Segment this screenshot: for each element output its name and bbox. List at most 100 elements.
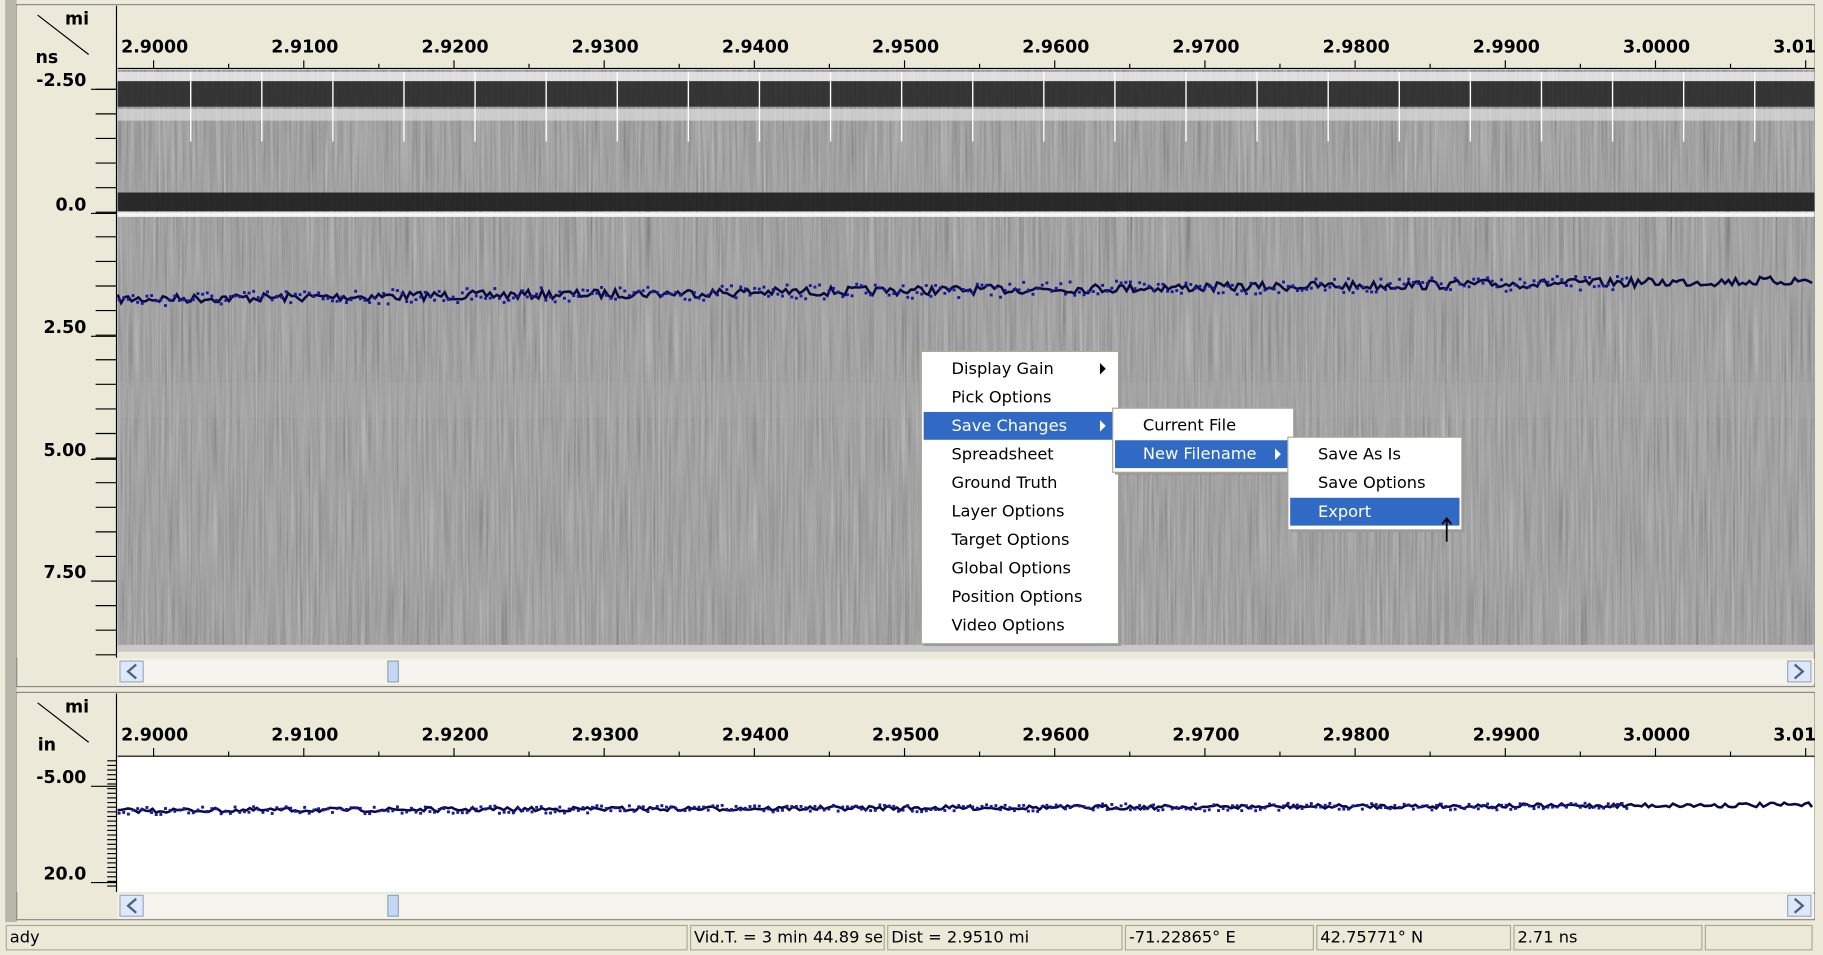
menu-item[interactable]: Save Options <box>1318 473 1426 492</box>
pick-dot <box>173 810 176 813</box>
pick-dot <box>1013 809 1016 812</box>
pick-dot <box>331 811 334 814</box>
menu-item[interactable]: Export <box>1318 502 1371 521</box>
pick-dot <box>586 289 589 292</box>
pick-dot <box>911 297 914 300</box>
pick-dot <box>1519 802 1522 805</box>
pick-dot <box>1537 282 1540 285</box>
menu-item[interactable]: Current File <box>1143 416 1236 435</box>
pick-dot <box>1384 288 1387 291</box>
pick-dot <box>679 294 682 297</box>
pick-dot <box>405 300 408 303</box>
pick-dot <box>582 289 585 292</box>
menu-item[interactable]: Target Options <box>951 530 1070 549</box>
pick-dot <box>447 297 450 300</box>
menu-item[interactable]: Save As Is <box>1318 445 1401 464</box>
menu-item[interactable]: Pick Options <box>952 387 1052 406</box>
pick-dot <box>1570 284 1573 287</box>
pick-dot <box>415 811 418 814</box>
pick-dot <box>837 810 840 813</box>
pick-dot <box>419 296 422 299</box>
pick-dot <box>424 806 427 809</box>
pick-dot <box>1217 292 1220 295</box>
menu-item[interactable]: New Filename <box>1143 444 1257 463</box>
pick-dot <box>651 807 654 810</box>
pick-dot <box>1268 286 1271 289</box>
pick-dot <box>1226 285 1229 288</box>
pick-dot <box>841 295 844 298</box>
pick-dot <box>1328 802 1331 805</box>
pick-dot <box>1231 804 1234 807</box>
scroll-thumb[interactable] <box>388 895 398 916</box>
pick-dot <box>1134 287 1137 290</box>
pick-dot <box>1393 804 1396 807</box>
pick-dot <box>725 808 728 811</box>
menu-item[interactable]: Display Gain <box>952 359 1054 378</box>
pick-dot <box>814 805 817 808</box>
pick-dot <box>1222 807 1225 810</box>
pick-dot <box>1282 281 1285 284</box>
scroll-right[interactable] <box>1788 895 1811 916</box>
pick-dot <box>1611 805 1614 808</box>
pick-dot <box>1194 803 1197 806</box>
pick-dot <box>1560 278 1563 281</box>
pick-dot <box>549 296 552 299</box>
pick-dot <box>456 301 459 304</box>
pick-dot <box>981 805 984 808</box>
pick-dot <box>772 288 775 291</box>
pick-dot <box>1375 803 1378 806</box>
pick-dot <box>1036 287 1039 290</box>
pick-dot <box>401 812 404 815</box>
pick-dot <box>1096 806 1099 809</box>
menu-item[interactable]: Save Changes <box>952 416 1068 435</box>
pick-dot <box>1482 804 1485 807</box>
pick-dot <box>693 291 696 294</box>
pick-dot <box>999 808 1002 811</box>
pick-dot <box>1055 804 1058 807</box>
pick-dot <box>373 806 376 809</box>
menu-item[interactable]: Spreadsheet <box>952 444 1054 463</box>
pick-dot <box>1110 287 1113 290</box>
scroll-thumb[interactable] <box>388 661 398 682</box>
pick-dot <box>1398 278 1401 281</box>
pick-dot <box>498 812 501 815</box>
x-tick-label: 2.9700 <box>1172 38 1239 58</box>
pick-dot <box>1273 288 1276 291</box>
pick-dot <box>1032 809 1035 812</box>
scroll-left[interactable] <box>120 895 143 916</box>
pick-dot <box>1477 278 1480 281</box>
pick-dot <box>1254 292 1257 295</box>
y-unit: ns <box>36 48 59 68</box>
pick-dot <box>322 809 325 812</box>
pick-dot <box>512 296 515 299</box>
pick-dot <box>1342 291 1345 294</box>
pick-dot <box>1022 804 1025 807</box>
pick-dot <box>178 808 181 811</box>
pick-dot <box>818 806 821 809</box>
scroll-right[interactable] <box>1788 661 1811 682</box>
menu-item[interactable]: Global Options <box>952 559 1071 578</box>
pick-dot <box>1398 806 1401 809</box>
pick-dot <box>897 810 900 813</box>
pick-dot <box>1171 290 1174 293</box>
y-tick-label: 5.00 <box>43 441 86 461</box>
menu-item[interactable]: Ground Truth <box>952 473 1058 492</box>
pick-dot <box>1560 803 1563 806</box>
pick-dot <box>804 297 807 300</box>
menu-item[interactable]: Video Options <box>952 616 1065 635</box>
scrollbar[interactable] <box>118 894 1815 918</box>
x-tick-label: 2.9100 <box>271 38 338 58</box>
scroll-left[interactable] <box>120 661 143 682</box>
pick-dot <box>758 288 761 291</box>
pick-dot <box>670 293 673 296</box>
pick-dot <box>1602 807 1605 810</box>
pick-dot <box>271 812 274 815</box>
pick-dot <box>1444 288 1447 291</box>
pick-dot <box>1310 802 1313 805</box>
pick-dot <box>883 804 886 807</box>
menu-item[interactable]: Position Options <box>952 587 1083 606</box>
menu-item[interactable]: Layer Options <box>952 502 1065 521</box>
scrollbar[interactable] <box>118 659 1815 685</box>
pick-dot <box>1597 807 1600 810</box>
pick-dot <box>289 807 292 810</box>
